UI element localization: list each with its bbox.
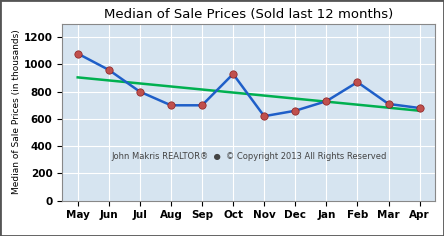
Point bbox=[385, 102, 392, 106]
Point bbox=[74, 52, 81, 55]
Point bbox=[354, 80, 361, 84]
Y-axis label: Median of Sale Prices (in thousands): Median of Sale Prices (in thousands) bbox=[12, 30, 21, 194]
Point bbox=[292, 109, 299, 113]
Point bbox=[198, 103, 206, 107]
Point bbox=[136, 90, 143, 93]
Point bbox=[416, 106, 423, 110]
Point bbox=[230, 72, 237, 76]
Text: John Makris REALTOR®  ●  © Copyright 2013 All Rights Reserved: John Makris REALTOR® ● © Copyright 2013 … bbox=[111, 152, 386, 161]
Point bbox=[167, 103, 174, 107]
Title: Median of Sale Prices (Sold last 12 months): Median of Sale Prices (Sold last 12 mont… bbox=[104, 8, 393, 21]
Point bbox=[105, 68, 112, 72]
Point bbox=[261, 114, 268, 118]
Point bbox=[323, 99, 330, 103]
